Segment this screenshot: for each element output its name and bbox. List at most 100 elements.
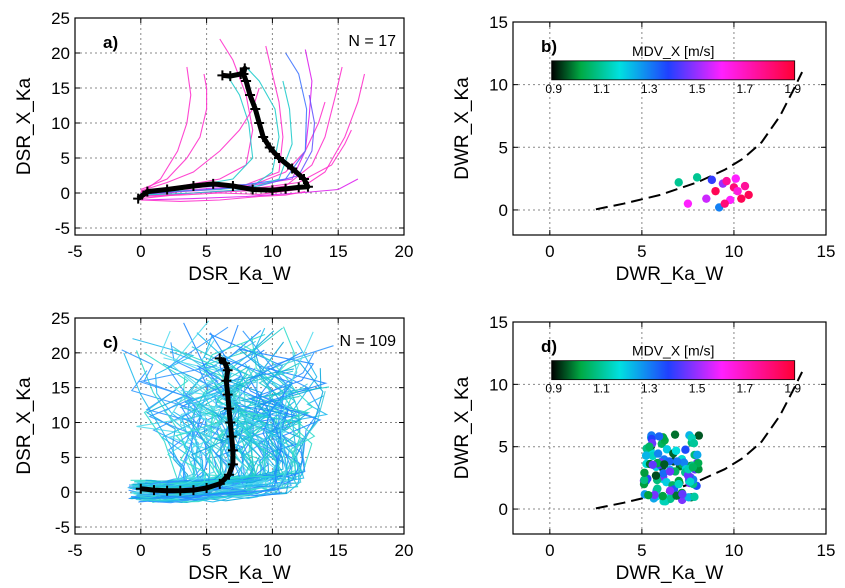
scatter-point (651, 471, 661, 480)
scatter-point (665, 467, 675, 476)
scatter-point (694, 431, 704, 440)
colorbar (551, 60, 796, 81)
scatter-point (679, 458, 689, 467)
scatter-point (722, 176, 731, 186)
y-tick-label: 20 (51, 344, 70, 363)
panel-a: -5 0 5 10 15 20 -5 0 5 10 15 20 25 DSR_Ka_W DSR_X_Ka a)… (14, 9, 413, 285)
colorbar (551, 360, 796, 381)
mean-marker (142, 186, 153, 197)
y-axis-title: DSR_X_Ka (14, 377, 35, 475)
x-tick-label: 5 (637, 242, 646, 261)
scatter-point (674, 178, 683, 187)
reference-curve (595, 71, 803, 211)
trajectory-line (140, 80, 293, 196)
mean-marker (258, 132, 269, 142)
y-tick-label: 5 (61, 448, 70, 467)
y-tick-label: 15 (489, 13, 508, 32)
trajectory-line (141, 367, 267, 503)
sample-count-label: N = 17 (348, 33, 396, 50)
mean-marker (250, 104, 261, 114)
panel-label: d) (541, 337, 557, 356)
scatter-point (666, 494, 675, 504)
plot-area-b (595, 71, 803, 212)
colorbar-tick-label: 1.7 (737, 382, 754, 396)
mean-marker (214, 478, 225, 489)
panel-b: MDV_X [m/s] 0.9 1.1 1.3 1.5 1.7 1.9 0 5 10 15 0 5 10 1… (452, 13, 835, 285)
y-tick-label: 15 (51, 79, 70, 98)
scatter-point (672, 457, 682, 466)
y-tick-label: 0 (61, 483, 70, 502)
scatter-point (659, 469, 668, 478)
colorbar-tick-label: 0.9 (545, 382, 562, 396)
scatter-point (688, 463, 698, 472)
scatter-point (683, 199, 693, 208)
y-tick-label: 15 (489, 313, 508, 332)
trajectory-line (140, 87, 260, 192)
y-tick-label: 25 (51, 9, 70, 28)
mean-marker (148, 485, 159, 496)
scatter-point (711, 186, 720, 196)
colorbar-title: MDV_X [m/s] (632, 343, 714, 359)
x-axis-title: DWR_Ka_W (616, 264, 724, 285)
scatter-point (720, 199, 729, 208)
scatter-point (740, 181, 750, 191)
y-tick-label: 0 (61, 184, 70, 203)
x-axis-title: DWR_Ka_W (616, 563, 724, 584)
trajectory-line (140, 73, 366, 198)
colorbar-tick-label: 0.9 (545, 82, 562, 96)
y-tick-label: 0 (499, 500, 508, 519)
x-tick-label: 5 (637, 541, 646, 560)
trajectory-line (140, 45, 284, 194)
colorbar-tick-label: 1.5 (689, 382, 706, 396)
mean-marker (293, 182, 304, 193)
mean-marker (223, 403, 234, 414)
trajectory-line (140, 73, 208, 191)
mean-marker (287, 163, 298, 174)
scatter-point (686, 477, 695, 486)
scatter-point (702, 194, 711, 203)
mean-marker (222, 389, 233, 400)
reference-curve (595, 371, 803, 510)
y-tick-label: 5 (61, 149, 70, 168)
mean-marker (227, 181, 238, 191)
scatter-point (641, 451, 651, 460)
mean-marker (208, 178, 219, 189)
panel-label: c) (103, 333, 118, 352)
mean-marker (247, 184, 258, 195)
axes-frame (74, 317, 405, 535)
mean-marker (227, 445, 238, 456)
mean-marker (223, 469, 234, 480)
x-tick-label: 10 (724, 541, 743, 560)
scatter-point (645, 442, 654, 451)
colorbar-tick-label: 1.1 (593, 82, 610, 96)
scatter-point (640, 475, 649, 485)
mean-marker (264, 142, 275, 153)
mean-marker (235, 69, 246, 79)
mean-marker (241, 76, 252, 86)
plot-area-d (595, 371, 803, 510)
mean-marker (188, 485, 199, 496)
mean-marker (220, 358, 231, 369)
x-tick-label: 15 (329, 541, 348, 560)
mean-marker (175, 485, 186, 496)
y-axis-title: DWR_X_Ka (452, 376, 473, 479)
scatter-point (707, 175, 717, 185)
mean-marker (188, 181, 199, 191)
mean-marker (214, 353, 225, 364)
colorbar-tick-label: 1.9 (784, 82, 801, 96)
y-axis-title: DSR_X_Ka (14, 77, 35, 175)
colorbar-tick-label: 1.9 (784, 382, 801, 396)
trajectory-line (128, 351, 303, 500)
trajectory-line (146, 349, 289, 502)
colorbar-tick-label: 1.7 (737, 82, 754, 96)
x-tick-label: 10 (263, 242, 282, 261)
colorbar-title: MDV_X [m/s] (632, 43, 714, 59)
y-tick-label: 10 (51, 114, 70, 133)
scatter-point (650, 490, 659, 500)
x-tick-label: 10 (263, 541, 282, 560)
x-tick-label: 10 (724, 242, 743, 261)
scatter-point (733, 186, 742, 196)
x-tick-label: 0 (136, 541, 145, 560)
panel-c: -5 0 5 10 15 20 -5 0 5 10 15 20 25 DSR_Ka_W DSR_X_Ka c)… (14, 309, 413, 584)
